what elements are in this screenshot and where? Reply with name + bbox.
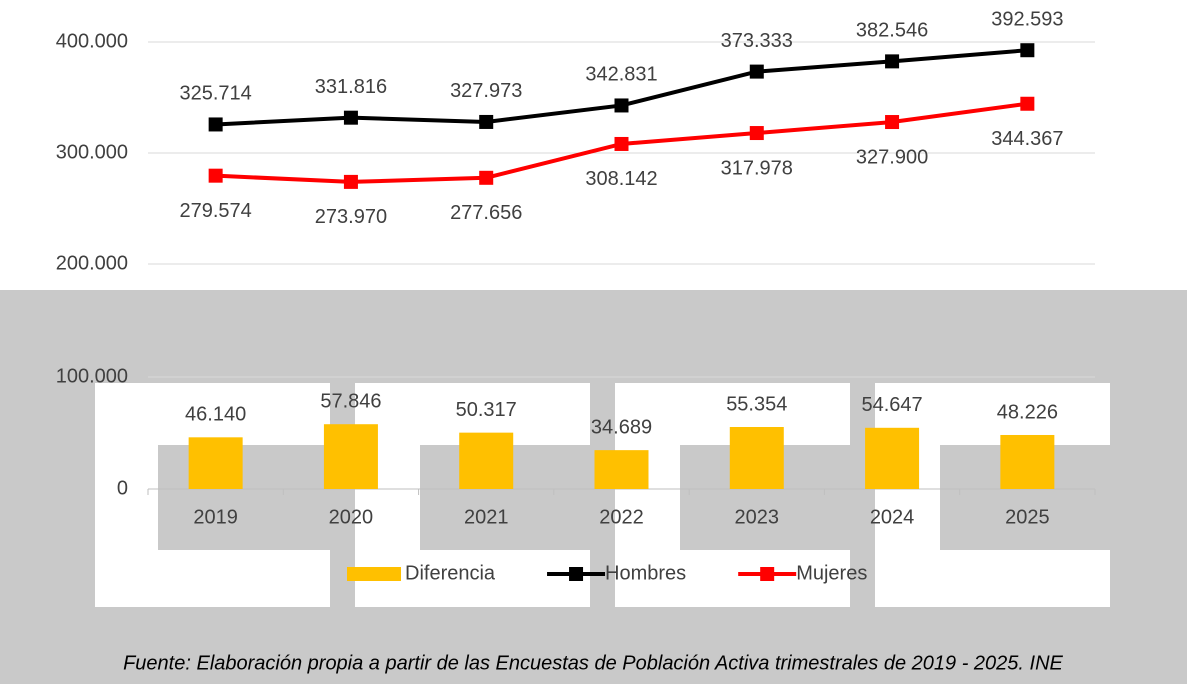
bar — [323, 424, 378, 489]
y-tick-label: 200.000 — [56, 252, 128, 274]
legend-label: Hombres — [605, 562, 686, 584]
line-marker — [343, 110, 358, 125]
line-marker — [343, 174, 358, 189]
data-label: 277.656 — [450, 202, 522, 224]
line-marker — [885, 54, 900, 69]
line-marker — [208, 168, 223, 183]
legend-label: Diferencia — [405, 562, 496, 584]
data-label: 54.647 — [861, 394, 922, 416]
x-tick-label: 2024 — [870, 506, 915, 528]
source-note: Fuente: Elaboración propia a partir de l… — [123, 652, 1063, 674]
x-tick-label: 2023 — [735, 506, 780, 528]
line-marker — [1020, 96, 1035, 111]
bar — [188, 437, 243, 489]
x-tick-label: 2022 — [599, 506, 644, 528]
line-marker — [614, 98, 629, 113]
x-tick-label: 2019 — [193, 506, 238, 528]
legend-swatch — [347, 567, 401, 581]
line-marker — [479, 114, 494, 129]
data-label: 273.970 — [315, 206, 387, 228]
y-tick-label: 400.000 — [56, 30, 128, 52]
data-label: 344.367 — [991, 128, 1063, 150]
y-tick-label: 0 — [117, 477, 128, 499]
line-marker — [749, 64, 764, 79]
x-tick-label: 2025 — [1005, 506, 1050, 528]
line-marker — [479, 170, 494, 185]
data-label: 327.973 — [450, 80, 522, 102]
x-tick-label: 2020 — [329, 506, 374, 528]
x-tick-label: 2021 — [464, 506, 509, 528]
data-label: 382.546 — [856, 20, 928, 42]
data-label: 48.226 — [997, 401, 1058, 423]
top-background — [0, 0, 1187, 290]
data-label: 34.689 — [591, 416, 652, 438]
data-label: 50.317 — [456, 399, 517, 421]
bar — [729, 427, 784, 489]
line-marker — [885, 115, 900, 130]
legend-marker — [569, 567, 584, 581]
legend-marker — [760, 567, 775, 581]
y-tick-label: 300.000 — [56, 141, 128, 163]
data-label: 342.831 — [585, 64, 657, 86]
data-label: 373.333 — [721, 30, 793, 52]
data-label: 317.978 — [721, 157, 793, 179]
data-label: 279.574 — [179, 200, 251, 222]
line-marker — [749, 126, 764, 141]
data-label: 46.140 — [185, 404, 246, 426]
legend-label: Mujeres — [796, 562, 867, 584]
data-label: 392.593 — [991, 9, 1063, 31]
bar — [1000, 434, 1055, 489]
bar — [865, 427, 920, 489]
watermark-block — [158, 445, 330, 550]
data-label: 325.714 — [179, 83, 251, 105]
y-tick-label: 100.000 — [56, 365, 128, 387]
line-marker — [614, 136, 629, 151]
line-marker — [208, 117, 223, 132]
data-label: 331.816 — [315, 76, 387, 98]
bar — [459, 432, 514, 489]
line-marker — [1020, 43, 1035, 58]
data-label: 308.142 — [585, 168, 657, 190]
data-label: 55.354 — [726, 393, 787, 415]
bar — [594, 450, 649, 489]
data-label: 327.900 — [856, 146, 928, 168]
data-label: 57.846 — [320, 390, 381, 412]
